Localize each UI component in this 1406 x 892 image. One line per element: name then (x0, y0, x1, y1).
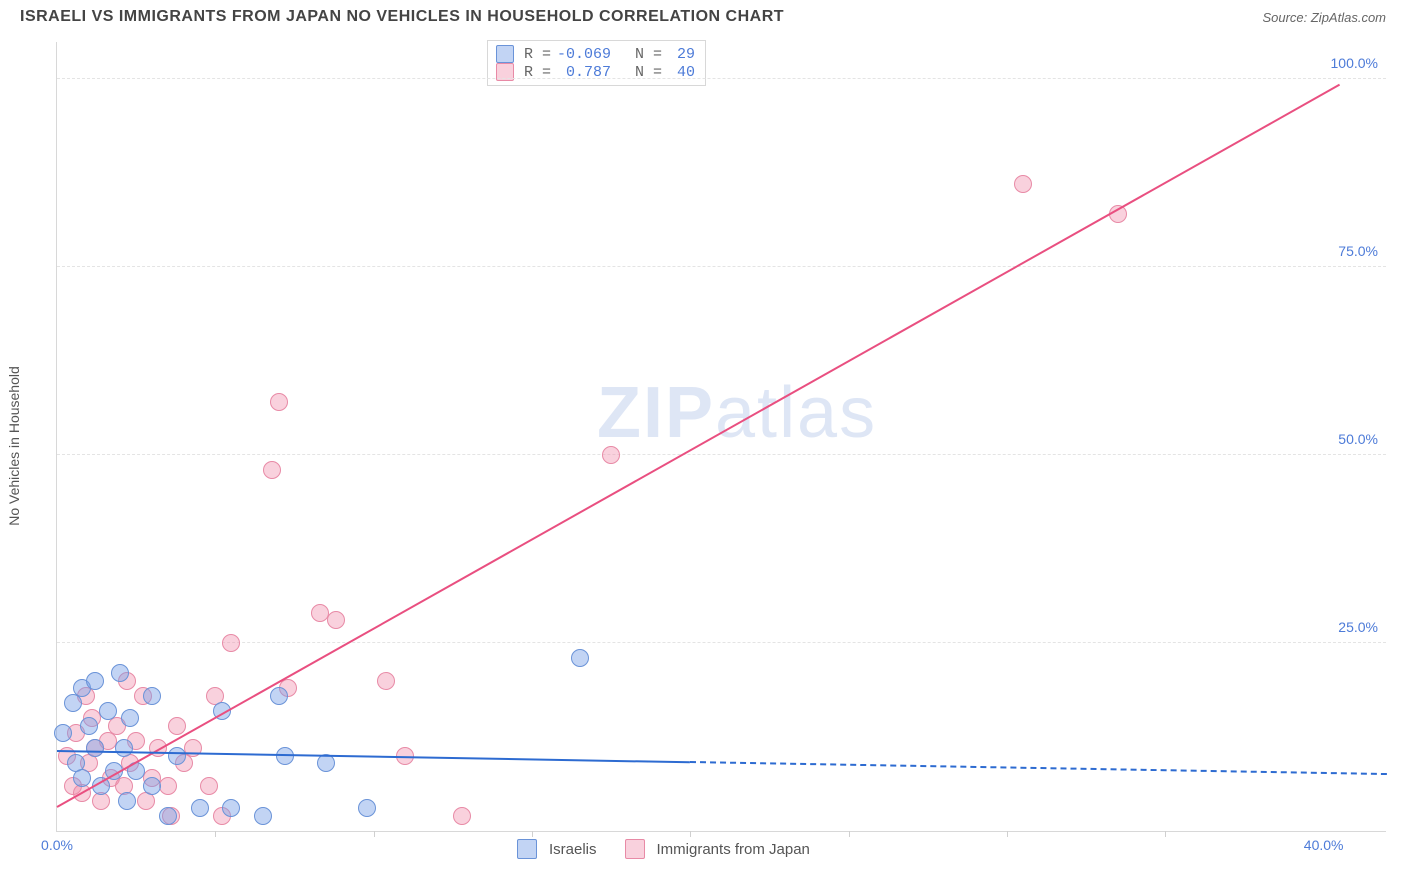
point-israelis (115, 739, 133, 757)
point-israelis (571, 649, 589, 667)
source-attribution: Source: ZipAtlas.com (1262, 10, 1386, 25)
point-japan (377, 672, 395, 690)
point-israelis (99, 702, 117, 720)
trendline-japan (57, 84, 1340, 808)
y-tick-label: 75.0% (1338, 243, 1378, 259)
gridline (57, 454, 1386, 455)
point-japan (200, 777, 218, 795)
point-japan (168, 717, 186, 735)
point-japan (222, 634, 240, 652)
point-japan (270, 393, 288, 411)
x-tick-mark (374, 831, 375, 837)
point-japan (263, 461, 281, 479)
x-tick-mark (690, 831, 691, 837)
point-israelis (317, 754, 335, 772)
point-israelis (54, 724, 72, 742)
x-tick-mark (532, 831, 533, 837)
point-israelis (143, 687, 161, 705)
y-tick-label: 25.0% (1338, 619, 1378, 635)
trendline-israelis-extrapolated (690, 761, 1387, 775)
x-tick-label: 40.0% (1304, 837, 1344, 853)
series-legend: Israelis Immigrants from Japan (517, 839, 810, 859)
trendline-israelis (57, 750, 690, 763)
gridline (57, 266, 1386, 267)
gridline (57, 78, 1386, 79)
point-japan (327, 611, 345, 629)
stats-row: R =-0.069 N = 29 (496, 45, 695, 63)
point-japan (159, 777, 177, 795)
gridline (57, 642, 1386, 643)
point-israelis (222, 799, 240, 817)
point-israelis (111, 664, 129, 682)
point-israelis (191, 799, 209, 817)
x-tick-label: 0.0% (41, 837, 73, 853)
chart-title: ISRAELI VS IMMIGRANTS FROM JAPAN NO VEHI… (20, 8, 784, 26)
legend-label-japan: Immigrants from Japan (657, 841, 810, 858)
y-tick-label: 50.0% (1338, 431, 1378, 447)
point-israelis (254, 807, 272, 825)
point-israelis (80, 717, 98, 735)
legend-swatch-israelis (517, 839, 537, 859)
legend-label-israelis: Israelis (549, 841, 597, 858)
point-israelis (64, 694, 82, 712)
stats-swatch (496, 45, 514, 63)
point-israelis (159, 807, 177, 825)
y-axis-label: No Vehicles in Household (6, 366, 22, 526)
point-israelis (86, 739, 104, 757)
point-israelis (86, 672, 104, 690)
y-tick-label: 100.0% (1331, 55, 1378, 71)
scatter-chart: ZIPatlas R =-0.069 N = 29R = 0.787 N = 4… (56, 42, 1386, 832)
watermark: ZIPatlas (597, 372, 877, 454)
point-japan (453, 807, 471, 825)
legend-swatch-japan (625, 839, 645, 859)
point-israelis (73, 769, 91, 787)
point-israelis (270, 687, 288, 705)
point-japan (602, 446, 620, 464)
point-israelis (358, 799, 376, 817)
correlation-stats-box: R =-0.069 N = 29R = 0.787 N = 40 (487, 40, 706, 86)
x-tick-mark (215, 831, 216, 837)
point-israelis (121, 709, 139, 727)
point-israelis (143, 777, 161, 795)
x-tick-mark (1165, 831, 1166, 837)
point-japan (1014, 175, 1032, 193)
x-tick-mark (849, 831, 850, 837)
point-israelis (118, 792, 136, 810)
x-tick-mark (1007, 831, 1008, 837)
point-israelis (168, 747, 186, 765)
